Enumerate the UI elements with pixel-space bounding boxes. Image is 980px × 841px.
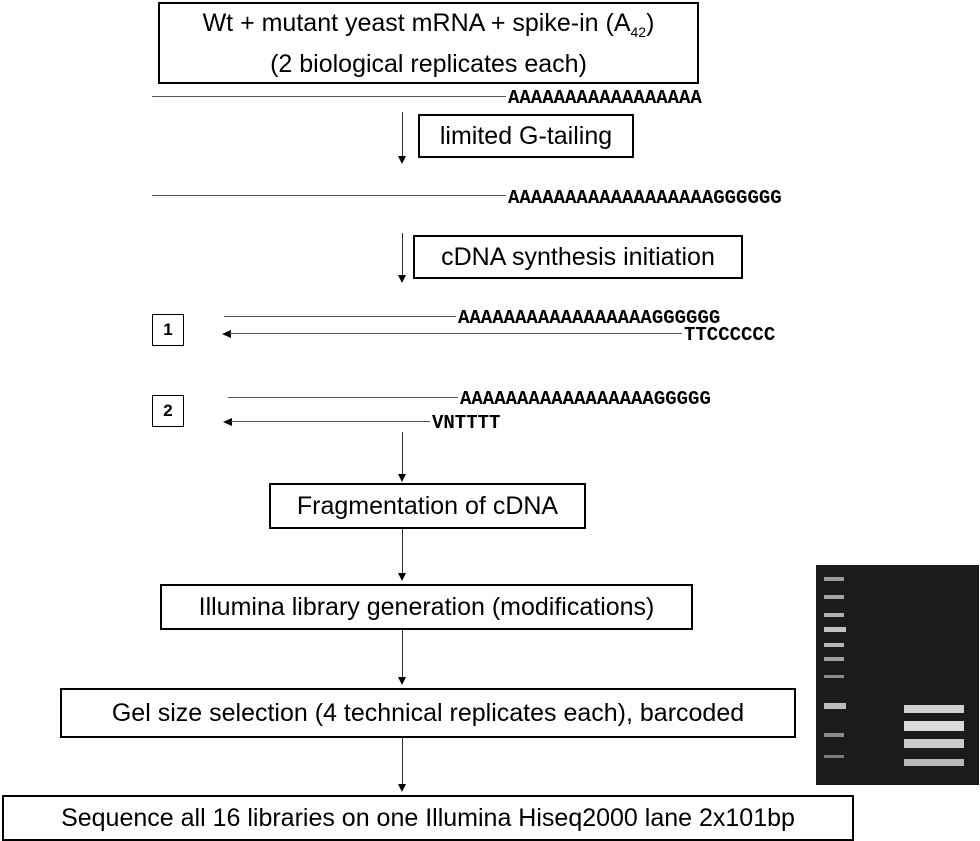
spike-in-subscript: 42 — [630, 23, 647, 40]
mrna-strand-2-line — [152, 195, 506, 196]
primer-1-template-sequence: AAAAAAAAAAAAAAAAAGGGGGG — [458, 307, 721, 329]
primer-2-oligo-sequence: VNTTTT — [432, 412, 501, 434]
sample-band — [904, 739, 964, 748]
poly-a-sequence-1: AAAAAAAAAAAAAAAAA — [508, 87, 702, 109]
flow-arrow-5-line — [402, 630, 403, 678]
sample-band — [904, 759, 964, 766]
poly-a-g-tail-sequence: AAAAAAAAAAAAAAAAAAGGGGGG — [508, 187, 782, 209]
gel-bands-graphic — [824, 577, 964, 766]
flow-arrow-4-head — [398, 573, 406, 581]
input-sample-box: Wt + mutant yeast mRNA + spike-in (A42) … — [158, 2, 699, 84]
fragmentation-step-box: Fragmentation of cDNA — [269, 483, 586, 529]
ladder-band — [824, 595, 844, 599]
primer-2-label: 2 — [152, 395, 184, 427]
g-tailing-step-box: limited G-tailing — [418, 114, 634, 158]
primer-2-template-sequence: AAAAAAAAAAAAAAAAAGGGGG — [460, 388, 711, 410]
flow-arrow-4-line — [402, 529, 403, 574]
flow-arrow-2-head — [398, 275, 406, 283]
ladder-band — [824, 627, 846, 632]
flow-arrow-3-head — [398, 474, 406, 482]
flow-arrow-1-line — [402, 112, 403, 156]
primer-1-oligo-sequence: TTCCCCCC — [684, 324, 776, 346]
primer-1-cdna-line — [230, 333, 682, 334]
input-sample-line2: (2 biological replicates each) — [270, 49, 587, 78]
library-generation-step-box: Illumina library generation (modificatio… — [160, 584, 693, 630]
ladder-band — [824, 643, 844, 647]
flow-arrow-6-head — [398, 784, 406, 792]
primer-2-cdna-line — [231, 421, 430, 422]
primer-2-cdna-arrowhead — [223, 418, 232, 426]
ladder-band — [824, 657, 844, 661]
ladder-band — [824, 577, 844, 581]
ladder-band — [824, 703, 846, 709]
input-sample-suffix: ) — [646, 8, 655, 37]
gel-size-selection-step-box: Gel size selection (4 technical replicat… — [60, 688, 796, 738]
gel-electrophoresis-image — [816, 565, 979, 785]
input-sample-line1: Wt + mutant yeast mRNA + spike-in (A42) — [203, 7, 655, 48]
primer-1-label: 1 — [152, 314, 184, 346]
ladder-band — [824, 755, 844, 758]
input-sample-text: Wt + mutant yeast mRNA + spike-in (A — [202, 8, 631, 37]
flow-arrow-3-line — [402, 432, 403, 474]
primer-1-cdna-arrowhead — [222, 330, 231, 338]
sequencing-step-box: Sequence all 16 libraries on one Illumin… — [2, 795, 854, 841]
cdna-synthesis-step-box: cDNA synthesis initiation — [413, 235, 743, 279]
ladder-band — [824, 613, 844, 617]
primer-2-template-line — [228, 397, 458, 398]
ladder-band — [824, 675, 844, 678]
ladder-band — [824, 733, 844, 737]
mrna-strand-1-line — [152, 96, 506, 97]
flow-arrow-2-line — [402, 233, 403, 276]
sample-band — [904, 705, 964, 713]
flow-arrow-5-head — [398, 677, 406, 685]
flow-arrow-1-head — [398, 156, 406, 164]
flow-arrow-6-line — [402, 738, 403, 785]
sample-band — [904, 721, 964, 731]
primer-1-template-line — [224, 316, 456, 317]
